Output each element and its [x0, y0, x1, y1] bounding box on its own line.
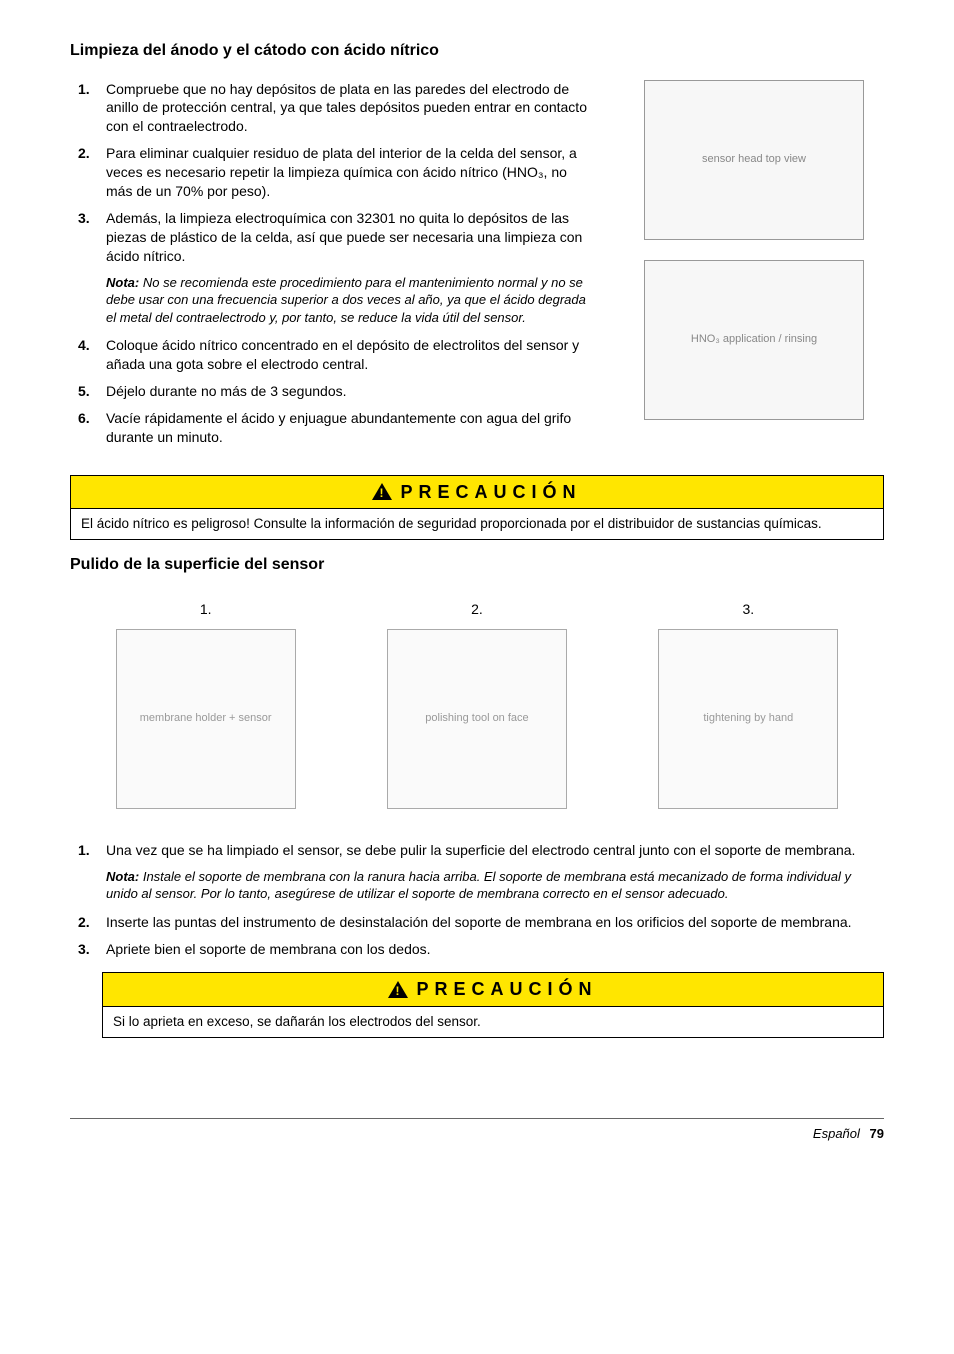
section2-fig-3-image: tightening by hand	[658, 629, 838, 809]
footer-page-number: 79	[870, 1126, 884, 1141]
section2-step-3: Apriete bien el soporte de membrana con …	[70, 940, 884, 959]
section2-step-1-text: Una vez que se ha limpiado el sensor, se…	[106, 842, 855, 858]
section1-figure-bottom: HNO₃ application / rinsing	[644, 260, 864, 420]
section2-note: Nota: Instale el soporte de membrana con…	[106, 868, 884, 903]
caution1-header: PRECAUCIÓN	[71, 476, 883, 509]
section1-figure-top: sensor head top view	[644, 80, 864, 240]
warning-triangle-icon	[372, 483, 392, 500]
section1-step-3-text: Además, la limpieza electroquímica con 3…	[106, 210, 582, 264]
caution1-body: El ácido nítrico es peligroso! Consulte …	[71, 509, 883, 539]
section1-step-2: Para eliminar cualquier residuo de plata…	[70, 144, 594, 201]
section2-step-1: Una vez que se ha limpiado el sensor, se…	[70, 841, 884, 903]
section2-fig-3-label: 3.	[658, 600, 838, 619]
section1-text-column: Compruebe que no hay depósitos de plata …	[70, 80, 594, 455]
section1-step-1: Compruebe que no hay depósitos de plata …	[70, 80, 594, 137]
section1-title: Limpieza del ánodo y el cátodo con ácido…	[70, 40, 884, 62]
section1-step-4: Coloque ácido nítrico concentrado en el …	[70, 336, 594, 374]
footer-language: Español	[813, 1126, 860, 1141]
section2-note-text: Instale el soporte de membrana con la ra…	[106, 869, 851, 902]
section2-fig-2-label: 2.	[387, 600, 567, 619]
section1-steps: Compruebe que no hay depósitos de plata …	[70, 80, 594, 447]
caution2-label: PRECAUCIÓN	[416, 977, 597, 1001]
section1-note: Nota: No se recomienda este procedimient…	[106, 274, 594, 327]
section2-step-2: Inserte las puntas del instrumento de de…	[70, 913, 884, 932]
section1-note-text: No se recomienda este procedimiento para…	[106, 275, 586, 325]
section2-fig-2-image: polishing tool on face	[387, 629, 567, 809]
section2-fig-1-image: membrane holder + sensor	[116, 629, 296, 809]
section1-figure-column: sensor head top view HNO₃ application / …	[624, 80, 884, 455]
section1-step-5: Déjelo durante no más de 3 segundos.	[70, 382, 594, 401]
caution1-box: PRECAUCIÓN El ácido nítrico es peligroso…	[70, 475, 884, 541]
section2-title: Pulido de la superficie del sensor	[70, 554, 884, 576]
section2-fig-1: 1. membrane holder + sensor	[116, 600, 296, 809]
section2-figure-row: 1. membrane holder + sensor 2. polishing…	[70, 600, 884, 809]
section2-fig-3: 3. tightening by hand	[658, 600, 838, 809]
page-footer: Español 79	[70, 1118, 884, 1143]
note-label-2: Nota:	[106, 869, 139, 884]
caution2-body: Si lo aprieta en exceso, se dañarán los …	[103, 1007, 883, 1037]
section2-steps: Una vez que se ha limpiado el sensor, se…	[70, 841, 884, 959]
section1-step-6: Vacíe rápidamente el ácido y enjuague ab…	[70, 409, 594, 447]
caution2-header: PRECAUCIÓN	[103, 973, 883, 1006]
section2-fig-2: 2. polishing tool on face	[387, 600, 567, 809]
section1-step-3: Además, la limpieza electroquímica con 3…	[70, 209, 594, 326]
caution1-label: PRECAUCIÓN	[400, 480, 581, 504]
caution2-box: PRECAUCIÓN Si lo aprieta en exceso, se d…	[102, 972, 884, 1038]
warning-triangle-icon-2	[388, 981, 408, 998]
section2-fig-1-label: 1.	[116, 600, 296, 619]
note-label: Nota:	[106, 275, 139, 290]
section1-layout: Compruebe que no hay depósitos de plata …	[70, 80, 884, 455]
